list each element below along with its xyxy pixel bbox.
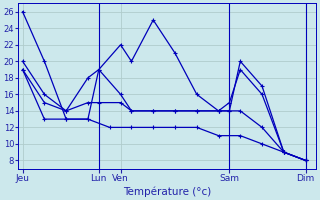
X-axis label: Température (°c): Température (°c) — [123, 186, 212, 197]
